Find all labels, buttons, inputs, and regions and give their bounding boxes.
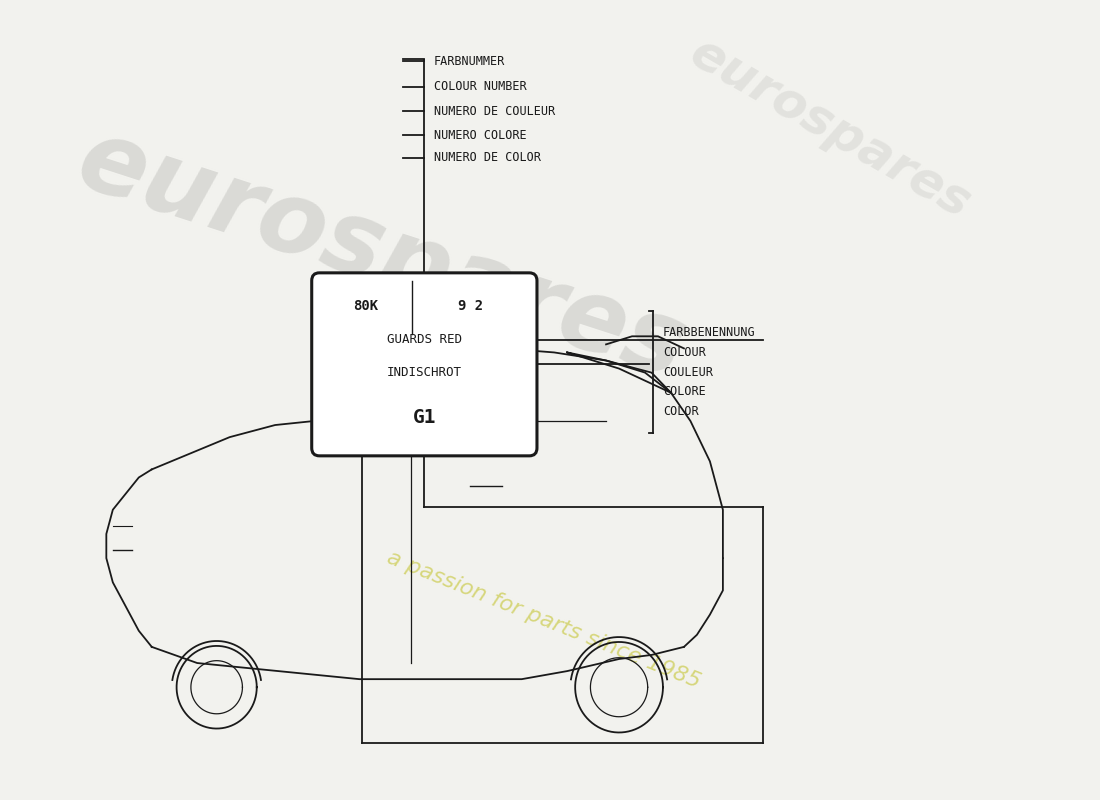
Text: COLOUR NUMBER: COLOUR NUMBER bbox=[433, 81, 527, 94]
Text: eurospares: eurospares bbox=[66, 112, 697, 400]
Text: G1: G1 bbox=[412, 408, 436, 427]
Text: 80K: 80K bbox=[353, 299, 378, 313]
Text: FARBNUMMER: FARBNUMMER bbox=[433, 55, 505, 68]
Text: eurospares: eurospares bbox=[681, 29, 979, 228]
Text: INDISCHROT: INDISCHROT bbox=[387, 366, 462, 379]
Text: 9 2: 9 2 bbox=[458, 299, 483, 313]
FancyBboxPatch shape bbox=[311, 273, 537, 456]
Text: NUMERO DE COULEUR: NUMERO DE COULEUR bbox=[433, 105, 556, 118]
Text: NUMERO COLORE: NUMERO COLORE bbox=[433, 129, 527, 142]
Text: NUMERO DE COLOR: NUMERO DE COLOR bbox=[433, 151, 541, 164]
Text: COLORE: COLORE bbox=[663, 386, 706, 398]
Text: a passion for parts since 1985: a passion for parts since 1985 bbox=[384, 548, 703, 693]
Text: COLOR: COLOR bbox=[663, 405, 698, 418]
Text: COLOUR: COLOUR bbox=[663, 346, 706, 359]
Text: COULEUR: COULEUR bbox=[663, 366, 713, 378]
Text: GUARDS RED: GUARDS RED bbox=[387, 333, 462, 346]
Text: FARBBENENNUNG: FARBBENENNUNG bbox=[663, 326, 756, 339]
